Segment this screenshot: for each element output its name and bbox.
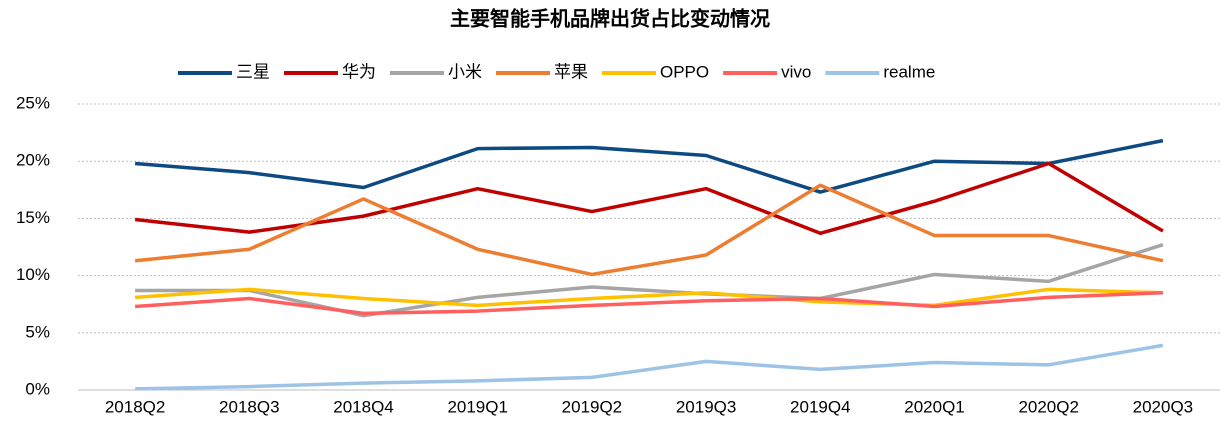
legend-label: 苹果 [554,62,588,81]
y-tick-label: 0% [25,379,50,398]
chart-title: 主要智能手机品牌出货占比变动情况 [450,6,770,30]
series-line [134,183,1164,277]
legend-label: OPPO [660,62,709,81]
x-tick-label: 2019Q4 [790,397,851,416]
x-tick-label: 2018Q2 [105,397,166,416]
y-tick-label: 20% [16,151,50,170]
y-tick-label: 10% [16,265,50,284]
x-tick-label: 2019Q1 [447,397,508,416]
series-line [134,287,1163,308]
series-line [135,343,1164,391]
legend-label: 华为 [342,62,376,81]
legend-label: 三星 [236,62,270,81]
y-tick-label: 25% [16,93,50,112]
series-line [134,161,1164,236]
y-tick-label: 15% [16,208,50,227]
x-tick-label: 2018Q4 [333,397,394,416]
x-tick-label: 2019Q3 [676,397,737,416]
x-tick-label: 2020Q3 [1133,397,1194,416]
legend-label: 小米 [448,62,482,81]
legend-label: realme [883,62,935,81]
x-tick-label: 2019Q2 [562,397,623,416]
legend-label: vivo [781,62,811,81]
series-line [134,138,1164,194]
y-tick-label: 5% [25,322,50,341]
x-tick-label: 2020Q2 [1018,397,1079,416]
x-tick-label: 2018Q3 [219,397,280,416]
x-tick-label: 2020Q1 [904,397,965,416]
series-line [135,243,1164,318]
series-line [134,291,1163,316]
